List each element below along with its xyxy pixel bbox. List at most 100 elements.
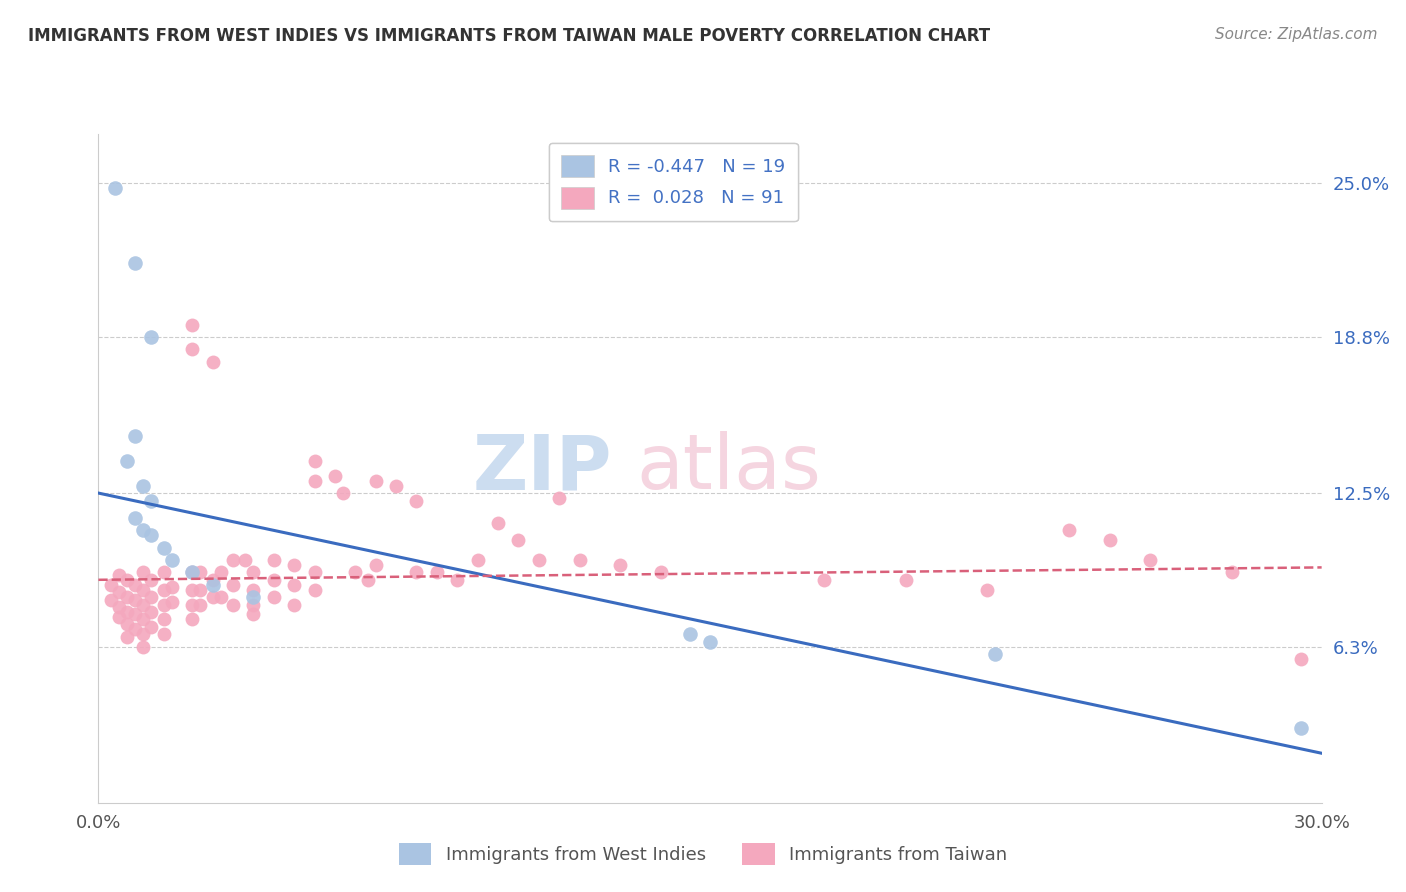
- Point: [242, 582, 264, 597]
- Point: [1291, 652, 1313, 666]
- Point: [141, 330, 163, 344]
- Point: [181, 318, 204, 332]
- Point: [323, 468, 346, 483]
- Point: [115, 590, 138, 604]
- Point: [152, 627, 174, 641]
- Point: [152, 566, 174, 580]
- Point: [152, 582, 174, 597]
- Point: [160, 595, 183, 609]
- Point: [188, 598, 212, 612]
- Point: [385, 478, 408, 492]
- Point: [609, 558, 631, 572]
- Point: [201, 573, 224, 587]
- Point: [141, 573, 163, 587]
- Point: [124, 511, 146, 525]
- Point: [242, 566, 264, 580]
- Point: [222, 578, 245, 592]
- Point: [263, 590, 285, 604]
- Legend: Immigrants from West Indies, Immigrants from Taiwan: Immigrants from West Indies, Immigrants …: [389, 834, 1017, 874]
- Point: [152, 541, 174, 555]
- Point: [222, 598, 245, 612]
- Point: [1291, 722, 1313, 736]
- Point: [115, 617, 138, 632]
- Point: [304, 582, 326, 597]
- Point: [181, 582, 204, 597]
- Point: [679, 627, 702, 641]
- Point: [201, 590, 224, 604]
- Text: atlas: atlas: [637, 432, 821, 505]
- Point: [141, 605, 163, 619]
- Point: [344, 566, 367, 580]
- Point: [115, 630, 138, 644]
- Point: [209, 566, 232, 580]
- Text: ZIP: ZIP: [472, 432, 612, 505]
- Point: [141, 620, 163, 634]
- Point: [548, 491, 571, 505]
- Point: [304, 474, 326, 488]
- Point: [132, 566, 155, 580]
- Point: [894, 573, 917, 587]
- Point: [108, 610, 131, 624]
- Point: [132, 523, 155, 537]
- Point: [467, 553, 489, 567]
- Point: [332, 486, 354, 500]
- Point: [263, 573, 285, 587]
- Point: [141, 528, 163, 542]
- Point: [152, 612, 174, 626]
- Point: [426, 566, 449, 580]
- Point: [181, 343, 204, 357]
- Point: [181, 598, 204, 612]
- Point: [115, 573, 138, 587]
- Point: [304, 454, 326, 468]
- Point: [124, 607, 146, 622]
- Point: [124, 255, 146, 269]
- Point: [405, 493, 427, 508]
- Point: [813, 573, 835, 587]
- Point: [486, 516, 509, 530]
- Point: [132, 640, 155, 654]
- Point: [201, 578, 224, 592]
- Point: [984, 647, 1007, 661]
- Point: [124, 592, 146, 607]
- Text: Source: ZipAtlas.com: Source: ZipAtlas.com: [1215, 27, 1378, 42]
- Point: [364, 474, 387, 488]
- Point: [650, 566, 672, 580]
- Point: [1057, 523, 1080, 537]
- Point: [283, 598, 305, 612]
- Point: [356, 573, 378, 587]
- Point: [132, 478, 155, 492]
- Point: [104, 181, 127, 195]
- Point: [181, 612, 204, 626]
- Point: [108, 600, 131, 615]
- Point: [181, 566, 204, 580]
- Point: [263, 553, 285, 567]
- Text: IMMIGRANTS FROM WEST INDIES VS IMMIGRANTS FROM TAIWAN MALE POVERTY CORRELATION C: IMMIGRANTS FROM WEST INDIES VS IMMIGRANT…: [28, 27, 990, 45]
- Point: [132, 627, 155, 641]
- Point: [100, 578, 122, 592]
- Point: [283, 558, 305, 572]
- Point: [446, 573, 468, 587]
- Point: [124, 623, 146, 637]
- Point: [160, 553, 183, 567]
- Point: [132, 582, 155, 597]
- Point: [188, 582, 212, 597]
- Point: [364, 558, 387, 572]
- Point: [1139, 553, 1161, 567]
- Point: [405, 566, 427, 580]
- Point: [976, 582, 998, 597]
- Point: [568, 553, 591, 567]
- Point: [222, 553, 245, 567]
- Point: [242, 607, 264, 622]
- Point: [124, 429, 146, 443]
- Legend: R = -0.447   N = 19, R =  0.028   N = 91: R = -0.447 N = 19, R = 0.028 N = 91: [548, 143, 799, 221]
- Point: [508, 533, 530, 548]
- Point: [108, 567, 131, 582]
- Point: [141, 590, 163, 604]
- Point: [242, 590, 264, 604]
- Point: [152, 598, 174, 612]
- Point: [188, 566, 212, 580]
- Point: [242, 598, 264, 612]
- Point: [108, 585, 131, 599]
- Point: [115, 454, 138, 468]
- Point: [304, 566, 326, 580]
